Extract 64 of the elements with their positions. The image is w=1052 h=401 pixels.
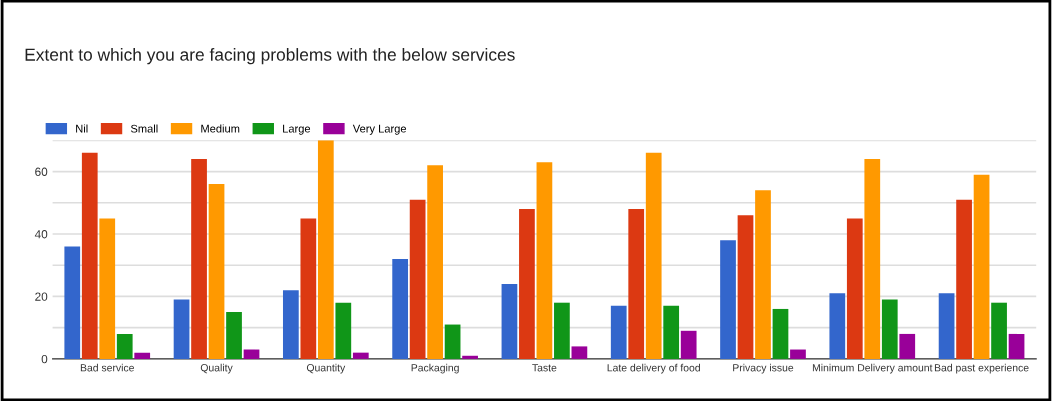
bar <box>680 330 697 359</box>
legend-label: Nil <box>76 124 88 133</box>
bar <box>864 159 881 359</box>
bar <box>462 355 478 359</box>
bar <box>134 352 151 359</box>
x-tick-label: Minimum Delivery amount <box>812 363 933 374</box>
bar <box>737 215 754 359</box>
bar <box>772 308 789 359</box>
bar <box>99 218 116 359</box>
bar <box>173 299 190 359</box>
bar <box>973 174 990 359</box>
legend-label: Large <box>283 124 311 135</box>
bar <box>226 312 242 359</box>
bar <box>243 349 260 359</box>
bar <box>501 283 518 359</box>
bar <box>628 209 645 359</box>
bar <box>663 305 680 359</box>
bar <box>755 190 771 359</box>
bar <box>720 240 736 359</box>
bar <box>191 159 207 359</box>
x-tick-label: Privacy issue <box>733 363 794 374</box>
y-tick-label: 20 <box>35 292 48 301</box>
bar <box>938 293 955 359</box>
bar <box>881 299 898 359</box>
bar <box>846 218 863 359</box>
bar <box>392 258 409 359</box>
bar <box>81 152 98 359</box>
bar <box>427 165 443 359</box>
bar <box>829 293 846 359</box>
y-tick-label: 0 <box>41 354 48 364</box>
bar <box>899 333 916 359</box>
x-tick-label: Quantity <box>306 363 346 374</box>
bar <box>571 346 588 359</box>
x-tick-label: Bad past experience <box>934 363 1029 374</box>
bar <box>208 184 225 359</box>
x-tick-label: Bad service <box>80 363 134 372</box>
bar <box>352 352 369 359</box>
x-tick-label: Taste <box>532 364 557 372</box>
bar <box>64 246 81 359</box>
bar <box>956 199 972 359</box>
x-tick-label: Late delivery of food <box>607 363 700 374</box>
bar <box>116 333 133 359</box>
legend-label: Medium <box>201 124 240 133</box>
bar <box>645 152 662 359</box>
x-tick-label: Quality <box>200 363 233 374</box>
y-tick-label: 40 <box>34 230 48 239</box>
bar <box>444 324 461 359</box>
bar <box>991 302 1007 359</box>
bar <box>282 290 299 359</box>
bar <box>409 199 426 359</box>
bar <box>335 302 352 359</box>
x-tick-label: Packaging <box>411 363 459 374</box>
bar <box>536 162 553 359</box>
y-tick-label: 60 <box>35 167 48 176</box>
bar <box>300 218 317 359</box>
legend-label: Very Large <box>352 124 407 135</box>
bar <box>1008 333 1025 359</box>
chart-title: Extent to which you are facing problems with the below services <box>25 48 515 65</box>
bar <box>610 305 627 359</box>
bar <box>790 349 806 359</box>
bar <box>554 302 570 359</box>
bar <box>317 140 334 359</box>
bar <box>519 209 535 359</box>
legend-label: Small <box>130 124 158 133</box>
